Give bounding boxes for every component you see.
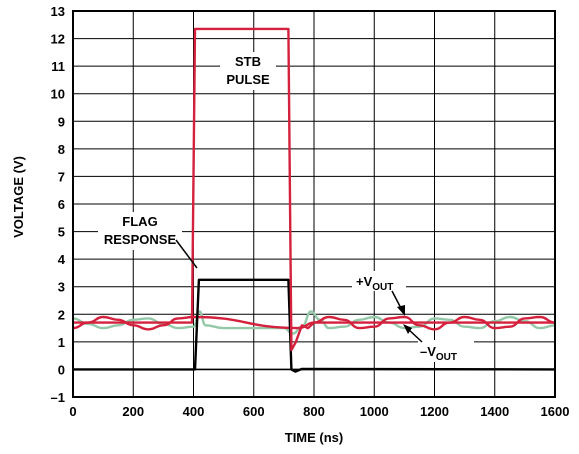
x-tick-label: 1000 [360,404,389,419]
x-axis-label: TIME (ns) [285,430,344,445]
y-tick-label: 2 [58,307,65,322]
vpos-label-sub: OUT [372,282,393,293]
x-tick-label: 800 [303,404,325,419]
series-line-stb [73,27,555,352]
y-tick-label: 12 [51,32,65,47]
y-axis-label: VOLTAGE (V) [11,156,26,238]
vpos-label-prefix: +V [356,274,373,289]
vneg-label-prefix: –V [420,344,436,359]
series-line-flag [73,278,556,373]
x-tick-label: 0 [69,404,76,419]
plot-frame [72,10,556,398]
vneg-arrow-head [403,324,412,334]
vneg-label-sub: OUT [436,352,457,363]
vneg-label: –VOUT [420,344,457,363]
series-lines [72,27,556,373]
stb-label-line2: PULSE [226,72,270,87]
vpos-arrow-head [397,305,405,316]
vpos-label: +VOUT [356,274,393,293]
y-tick-label: 9 [58,114,65,129]
vneg-label-bg [418,340,474,362]
y-tick-label: –1 [51,390,65,405]
y-tick-label: 1 [58,335,65,350]
y-tick-label: 6 [58,197,65,212]
x-tick-label: 400 [183,404,205,419]
y-tick-label: 0 [58,362,65,377]
stb-label-line1: STB [235,54,261,69]
flag-label-line1: FLAG [122,214,157,229]
grid [72,10,556,398]
flag-leader-line [175,239,198,269]
y-tick-label: 11 [51,59,65,74]
series-line-vpos [72,315,556,331]
stb-label-bg [220,52,276,90]
x-tick-label: 1400 [480,404,509,419]
x-tick-label: 200 [122,404,144,419]
flag-label-bg [98,212,182,250]
y-tick-label: 4 [58,252,66,267]
y-tick-label: 5 [58,225,65,240]
y-tick-label: 10 [51,87,65,102]
vpos-label-bg [352,271,406,291]
y-tick-label: 8 [58,142,65,157]
y-tick-label: 13 [51,4,65,19]
x-tick-label: 600 [243,404,265,419]
x-tick-label: 1600 [541,404,570,419]
y-tick-label: 3 [58,280,65,295]
y-tick-label: 7 [58,169,65,184]
series-line-vneg [72,310,556,335]
x-tick-label: 1200 [420,404,449,419]
tick-labels: 0 200 400 600 800 1000 1200 1400 1600–1012345678… [51,4,570,419]
flag-label-line2: RESPONSE [104,232,177,247]
